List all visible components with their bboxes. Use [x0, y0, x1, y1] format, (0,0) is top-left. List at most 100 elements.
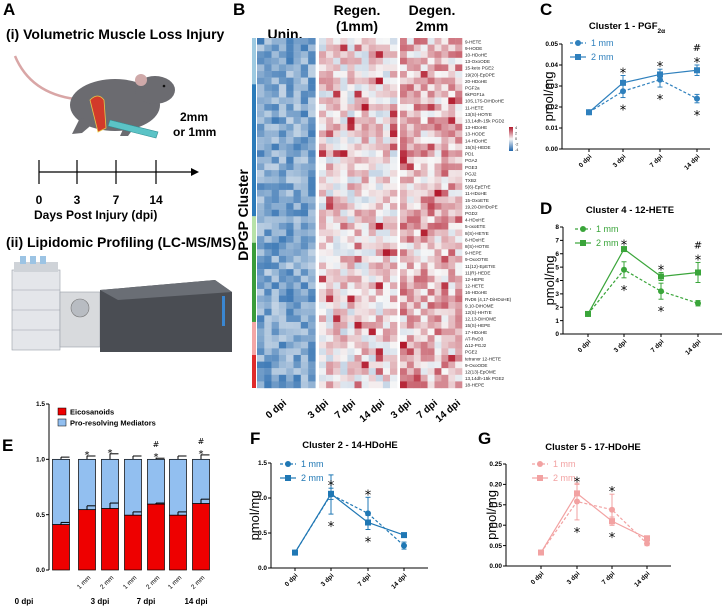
heatmap-cell	[448, 216, 456, 224]
heatmap-cell	[347, 64, 355, 72]
heatmap-cell	[441, 137, 449, 144]
heatmap-cell	[278, 117, 287, 125]
row-label: RvD6 (4,17-DiHDoHE)	[465, 297, 512, 302]
heatmap-cell	[308, 183, 316, 191]
row-label: 11(12)-EpETrE	[465, 264, 495, 269]
heatmap-cell	[326, 282, 334, 290]
heatmap-cell	[271, 150, 280, 158]
heatmap-cell	[375, 183, 384, 191]
heatmap-cell	[441, 183, 449, 191]
heatmap-cell	[361, 38, 369, 45]
heatmap-cell	[420, 209, 428, 217]
heatmap-cell	[264, 282, 272, 290]
heatmap-cell	[300, 203, 309, 210]
heatmap-cell	[413, 163, 421, 171]
heatmap-cell	[400, 348, 408, 356]
heatmap-cell	[354, 308, 362, 316]
heatmap-cell	[400, 269, 408, 276]
heatmap-cell	[427, 236, 435, 243]
heatmap-cell	[400, 117, 408, 125]
heatmap-cell	[455, 328, 463, 336]
heatmap-cell	[326, 302, 334, 309]
heatmap-cell	[427, 354, 435, 362]
hash-annotation: #	[198, 437, 205, 446]
heatmap-cell	[368, 84, 376, 92]
data-point	[695, 269, 701, 276]
heatmap-cell	[448, 269, 456, 276]
heatmap-cell	[406, 150, 414, 158]
heatmap-cell	[293, 216, 301, 224]
heatmap-cell	[340, 288, 348, 296]
heatmap-cell	[406, 236, 414, 243]
heatmap-cell	[326, 44, 334, 52]
heatmap-cell	[286, 368, 294, 375]
heatmap-cell	[264, 288, 272, 296]
heatmap-cell	[413, 143, 421, 151]
heatmap-cell	[333, 361, 341, 369]
heatmap-cell	[333, 348, 341, 356]
y-tick-label: 0.5	[258, 530, 267, 537]
heatmap-cell	[361, 335, 369, 342]
significance-asterisk: *	[574, 526, 581, 541]
y-tick-label: 2	[555, 304, 559, 311]
heatmap-cell	[271, 170, 280, 177]
heatmap-cell	[400, 328, 408, 336]
heatmap-cell	[455, 236, 463, 243]
heatmap-cell	[375, 156, 384, 164]
heatmap-cell	[455, 374, 463, 382]
heatmap-cell	[427, 242, 435, 250]
heatmap-cell	[278, 137, 287, 144]
data-point	[574, 490, 580, 497]
y-tick-label: 4	[555, 278, 559, 285]
heatmap-cell	[264, 262, 272, 270]
heatmap-cell	[413, 381, 421, 389]
heatmap-cell	[413, 222, 421, 230]
series-line-1mm	[588, 79, 698, 113]
heatmap-cell	[427, 249, 435, 257]
heatmap-cell	[448, 348, 456, 356]
heatmap-cell	[257, 84, 265, 92]
heatmap-cell	[326, 315, 334, 323]
heatmap-cell	[319, 229, 327, 237]
heatmap-cell	[271, 38, 280, 45]
column-label: 0 dpi	[264, 398, 289, 422]
heatmap-cell	[441, 176, 449, 184]
legend-marker	[580, 226, 586, 232]
heatmap-cell	[413, 302, 421, 309]
heatmap-cell	[257, 321, 265, 329]
heatmap-cell	[413, 249, 421, 257]
heatmap-cell	[286, 156, 294, 164]
heatmap-cell	[333, 71, 341, 78]
heatmap-cell	[441, 381, 449, 389]
heatmap-cell	[427, 84, 435, 92]
heatmap-cell	[413, 44, 421, 52]
heatmap-cell	[382, 143, 391, 151]
heatmap-cell	[333, 117, 341, 125]
heatmap-cell	[264, 123, 272, 131]
heatmap-cell	[340, 341, 348, 349]
heatmap-cell	[293, 57, 301, 65]
color-scale-bar	[509, 127, 513, 151]
row-label: PD1	[465, 152, 474, 157]
heatmap-cell	[434, 71, 442, 78]
heatmap-cell	[413, 203, 421, 210]
color-scale-tick: 0	[515, 137, 517, 141]
heatmap-cell	[300, 84, 309, 92]
heatmap-cell	[455, 156, 463, 164]
cluster-color-bar	[252, 38, 256, 388]
heatmap-cell	[448, 123, 456, 131]
heatmap-cell	[406, 341, 414, 349]
heatmap-cell	[448, 302, 456, 309]
significance-asterisk: *	[574, 475, 581, 490]
heatmap-cell	[257, 302, 265, 309]
heatmap-cell	[413, 229, 421, 237]
heatmap-cell	[293, 348, 301, 356]
heatmap-cell	[400, 51, 408, 59]
heatmap-cell	[271, 104, 280, 111]
data-point	[695, 300, 701, 307]
heatmap-cell	[347, 295, 355, 303]
heatmap-cell	[427, 269, 435, 276]
heatmap-cell	[413, 308, 421, 316]
heatmap-cell	[413, 117, 421, 125]
heatmap-cell	[413, 335, 421, 342]
